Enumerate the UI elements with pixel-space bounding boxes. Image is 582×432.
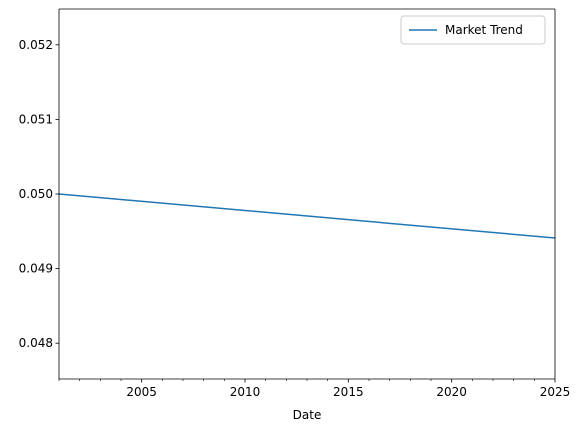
plot-area — [59, 9, 555, 379]
x-tick-label: 2025 — [540, 385, 571, 399]
legend-frame — [400, 15, 546, 45]
x-tick-label: 2015 — [333, 385, 364, 399]
y-tick-label: 0.048 — [19, 336, 53, 350]
axes-layer: 2005 2010 2015 2020 2025 0.048 0.049 0.050 0.051… — [19, 8, 571, 399]
legend-label: Market Trend — [445, 23, 523, 37]
x-tick-label: 2010 — [230, 385, 261, 399]
x-tick-label: 2020 — [436, 385, 467, 399]
y-tick-label: 0.050 — [19, 187, 53, 201]
plot-background — [59, 9, 555, 379]
y-tick-label: 0.052 — [19, 38, 53, 52]
series-layer — [58, 193, 556, 239]
x-tick-label: 2005 — [126, 385, 157, 399]
y-tick-label: 0.051 — [19, 112, 53, 126]
series-line-0 — [58, 193, 556, 239]
y-tick-label: 0.049 — [19, 262, 53, 276]
legend: Market Trend — [400, 15, 546, 45]
x-axis-label: Date — [293, 408, 322, 422]
